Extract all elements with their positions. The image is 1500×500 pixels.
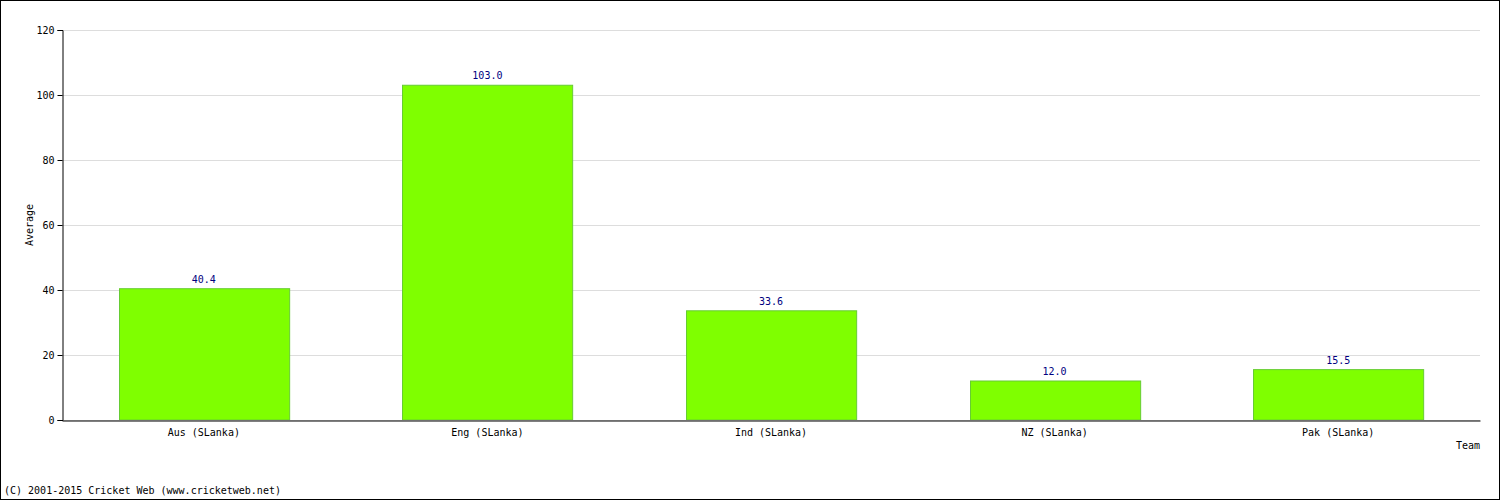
tick: NZ (SLanka) (1021, 421, 1087, 438)
tick: 20 (42, 350, 62, 361)
tick: 120 (36, 25, 62, 36)
bar (120, 289, 290, 420)
grid-line (62, 225, 1480, 226)
tick: 80 (42, 155, 62, 166)
tick-label: Eng (SLanka) (451, 427, 523, 438)
tick-mark (58, 355, 63, 356)
grid-line (62, 30, 1480, 31)
data-label: 40.4 (192, 274, 216, 285)
tick: Eng (SLanka) (451, 421, 523, 438)
bar (971, 381, 1141, 420)
grid-line (62, 420, 1480, 421)
grid-line (62, 160, 1480, 161)
tick-mark (58, 420, 63, 421)
tick-label: Pak (SLanka) (1302, 427, 1374, 438)
data-label: 12.0 (1043, 366, 1067, 377)
tick-label: 100 (36, 90, 54, 101)
data-label: 103.0 (472, 70, 502, 81)
tick-label: 80 (42, 155, 54, 166)
tick-label: Aus (SLanka) (168, 427, 240, 438)
annotation: (C) 2001-2015 Cricket Web (www.cricketwe… (4, 485, 281, 496)
y-axis: 0 20 40 60 80 100 120 (36, 25, 63, 426)
tick-mark (58, 290, 63, 291)
tick-label: 120 (36, 25, 54, 36)
tick: Ind (SLanka) (735, 421, 807, 438)
tick-label: 0 (48, 415, 54, 426)
tick: 60 (42, 220, 62, 231)
data-labels: 40.4 103.0 33.6 12.0 15.5 (192, 70, 1350, 377)
tick: Pak (SLanka) (1302, 421, 1374, 438)
grid-line (62, 95, 1480, 96)
axis-line (58, 31, 64, 421)
chart: 40.4 103.0 33.6 12.0 15.5 0 20 40 60 80 100 120 Aus … (0, 0, 1500, 500)
bar (687, 311, 857, 420)
x-axis-title: Team (1456, 440, 1480, 451)
frame (1, 1, 1500, 500)
annotations: (C) 2001-2015 Cricket Web (www.cricketwe… (4, 485, 281, 496)
tick: Aus (SLanka) (168, 421, 240, 438)
bar (1254, 370, 1424, 420)
tick-mark (58, 225, 63, 226)
data-label: 15.5 (1326, 355, 1350, 366)
tick-mark (58, 160, 63, 161)
tick: 0 (48, 415, 62, 426)
tick-mark (58, 30, 63, 31)
tick: 100 (36, 90, 62, 101)
bar (403, 85, 573, 420)
tick: 40 (42, 285, 62, 296)
tick-label: Ind (SLanka) (735, 427, 807, 438)
axis-line (63, 421, 1481, 422)
grid (62, 31, 1480, 421)
tick-label: NZ (SLanka) (1021, 427, 1087, 438)
tick-mark (58, 95, 63, 96)
tick-label: 60 (42, 220, 54, 231)
data-label: 33.6 (759, 296, 783, 307)
tick-label: 20 (42, 350, 54, 361)
bars (120, 85, 1424, 420)
y-axis-title: Average (24, 204, 35, 246)
x-axis: Aus (SLanka) Eng (SLanka) Ind (SLanka) NZ (… (63, 421, 1481, 438)
tick-label: 40 (42, 285, 54, 296)
